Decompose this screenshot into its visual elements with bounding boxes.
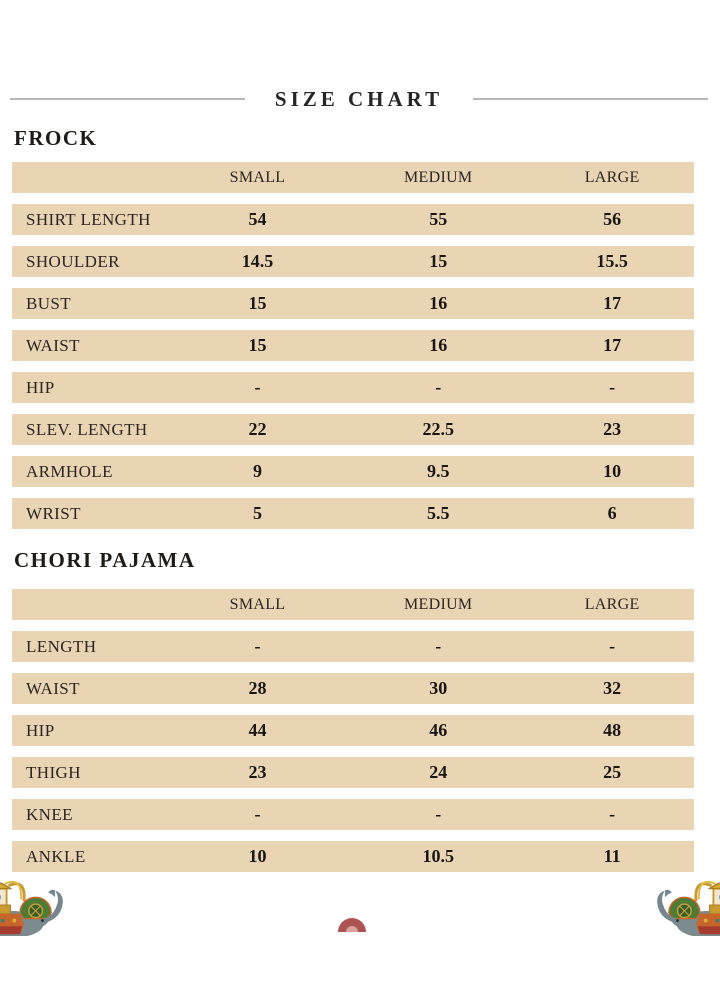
cell-value: - [435, 636, 442, 656]
row-label: LENGTH [26, 636, 97, 656]
table-row: WAIST 28 30 32 [12, 673, 694, 704]
table-row: ARMHOLE 9 9.5 10 [12, 456, 694, 487]
table-row: KNEE - - - [12, 799, 694, 830]
title-bar: SIZE CHART [10, 86, 708, 112]
cell-value: 14.5 [241, 251, 274, 271]
chori-pajama-size-table: SMALL MEDIUM LARGE LENGTH - - - WAIST 28 30 32 HIP 4… [12, 589, 694, 872]
cell-value: 5 [253, 503, 263, 523]
title-divider-left [10, 98, 245, 100]
section-heading-frock: FROCK [14, 126, 98, 150]
column-header: MEDIUM [404, 168, 473, 186]
cell-value: 17 [603, 335, 622, 355]
row-label: SHIRT LENGTH [26, 209, 151, 229]
row-label: BUST [26, 293, 72, 313]
page-title: SIZE CHART [274, 86, 444, 111]
cell-value: - [609, 804, 616, 824]
cell-value: 30 [429, 678, 448, 698]
table-row: SHIRT LENGTH 54 55 56 [12, 204, 694, 235]
cell-value: 10 [603, 461, 622, 481]
cell-value: 24 [429, 762, 448, 782]
cell-value: - [435, 804, 442, 824]
cell-value: 9 [253, 461, 263, 481]
cell-value: 28 [248, 678, 267, 698]
row-label: THIGH [26, 762, 81, 782]
cell-value: - [609, 377, 616, 397]
row-label: WAIST [26, 678, 80, 698]
cell-value: 15 [429, 251, 448, 271]
table-row: BUST 15 16 17 [12, 288, 694, 319]
table-row: HIP - - - [12, 372, 694, 403]
cell-value: - [254, 804, 261, 824]
column-header: LARGE [584, 595, 640, 613]
cell-value: - [435, 377, 442, 397]
column-header: MEDIUM [404, 595, 473, 613]
table-header-row: SMALL MEDIUM LARGE [12, 162, 694, 193]
cell-value: 22 [248, 419, 267, 439]
cell-value: - [609, 636, 616, 656]
cell-value: 22.5 [422, 419, 454, 439]
column-header: LARGE [584, 168, 640, 186]
cell-value: 17 [603, 293, 622, 313]
row-label: WAIST [26, 335, 80, 355]
table-header-row: SMALL MEDIUM LARGE [12, 589, 694, 620]
row-label: ARMHOLE [26, 461, 113, 481]
cell-value: 16 [429, 293, 448, 313]
cell-value: 32 [603, 678, 622, 698]
row-label: HIP [26, 377, 55, 397]
table-row: ANKLE 10 10.5 11 [12, 841, 694, 872]
row-label: KNEE [26, 804, 73, 824]
table-row: WAIST 15 16 17 [12, 330, 694, 361]
table-row: LENGTH - - - [12, 631, 694, 662]
frock-size-table: SMALL MEDIUM LARGE SHIRT LENGTH 54 55 56 SHOULD… [12, 162, 694, 529]
cell-value: 5.5 [426, 503, 450, 523]
cell-value: - [254, 636, 261, 656]
cell-value: - [254, 377, 261, 397]
cell-value: 10 [248, 846, 267, 866]
table-row: HIP 44 46 48 [12, 715, 694, 746]
row-label: ANKLE [26, 846, 86, 866]
elephant-illustration-left [0, 876, 84, 938]
cell-value: 55 [429, 209, 448, 229]
cell-value: 10.5 [422, 846, 454, 866]
cell-value: 48 [603, 720, 622, 740]
table-row: WRIST 5 5.5 6 [12, 498, 694, 529]
column-header: SMALL [229, 168, 286, 186]
cell-value: 15.5 [596, 251, 628, 271]
cell-value: 23 [248, 762, 267, 782]
row-label: HIP [26, 720, 55, 740]
cell-value: 25 [603, 762, 622, 782]
row-label: SHOULDER [26, 251, 120, 271]
row-label: SLEV. LENGTH [26, 419, 148, 439]
title-divider-right [473, 98, 708, 100]
cell-value: 16 [429, 335, 448, 355]
cell-value: 11 [603, 846, 621, 866]
table-row: SLEV. LENGTH 22 22.5 23 [12, 414, 694, 445]
cell-value: 9.5 [426, 461, 450, 481]
cell-value: 15 [248, 293, 267, 313]
section-heading-chori-pajama: CHORI PAJAMA [14, 548, 196, 572]
cell-value: 44 [248, 720, 267, 740]
table-row: SHOULDER 14.5 15 15.5 [12, 246, 694, 277]
row-label: WRIST [26, 503, 81, 523]
cell-value: 54 [248, 209, 267, 229]
cell-value: 6 [607, 503, 617, 523]
cell-value: 46 [429, 720, 448, 740]
elephant-illustration-right [636, 876, 720, 938]
cell-value: 23 [603, 419, 622, 439]
cell-value: 56 [603, 209, 622, 229]
red-fan-ornament [338, 916, 366, 932]
cell-value: 15 [248, 335, 267, 355]
column-header: SMALL [229, 595, 286, 613]
table-row: THIGH 23 24 25 [12, 757, 694, 788]
